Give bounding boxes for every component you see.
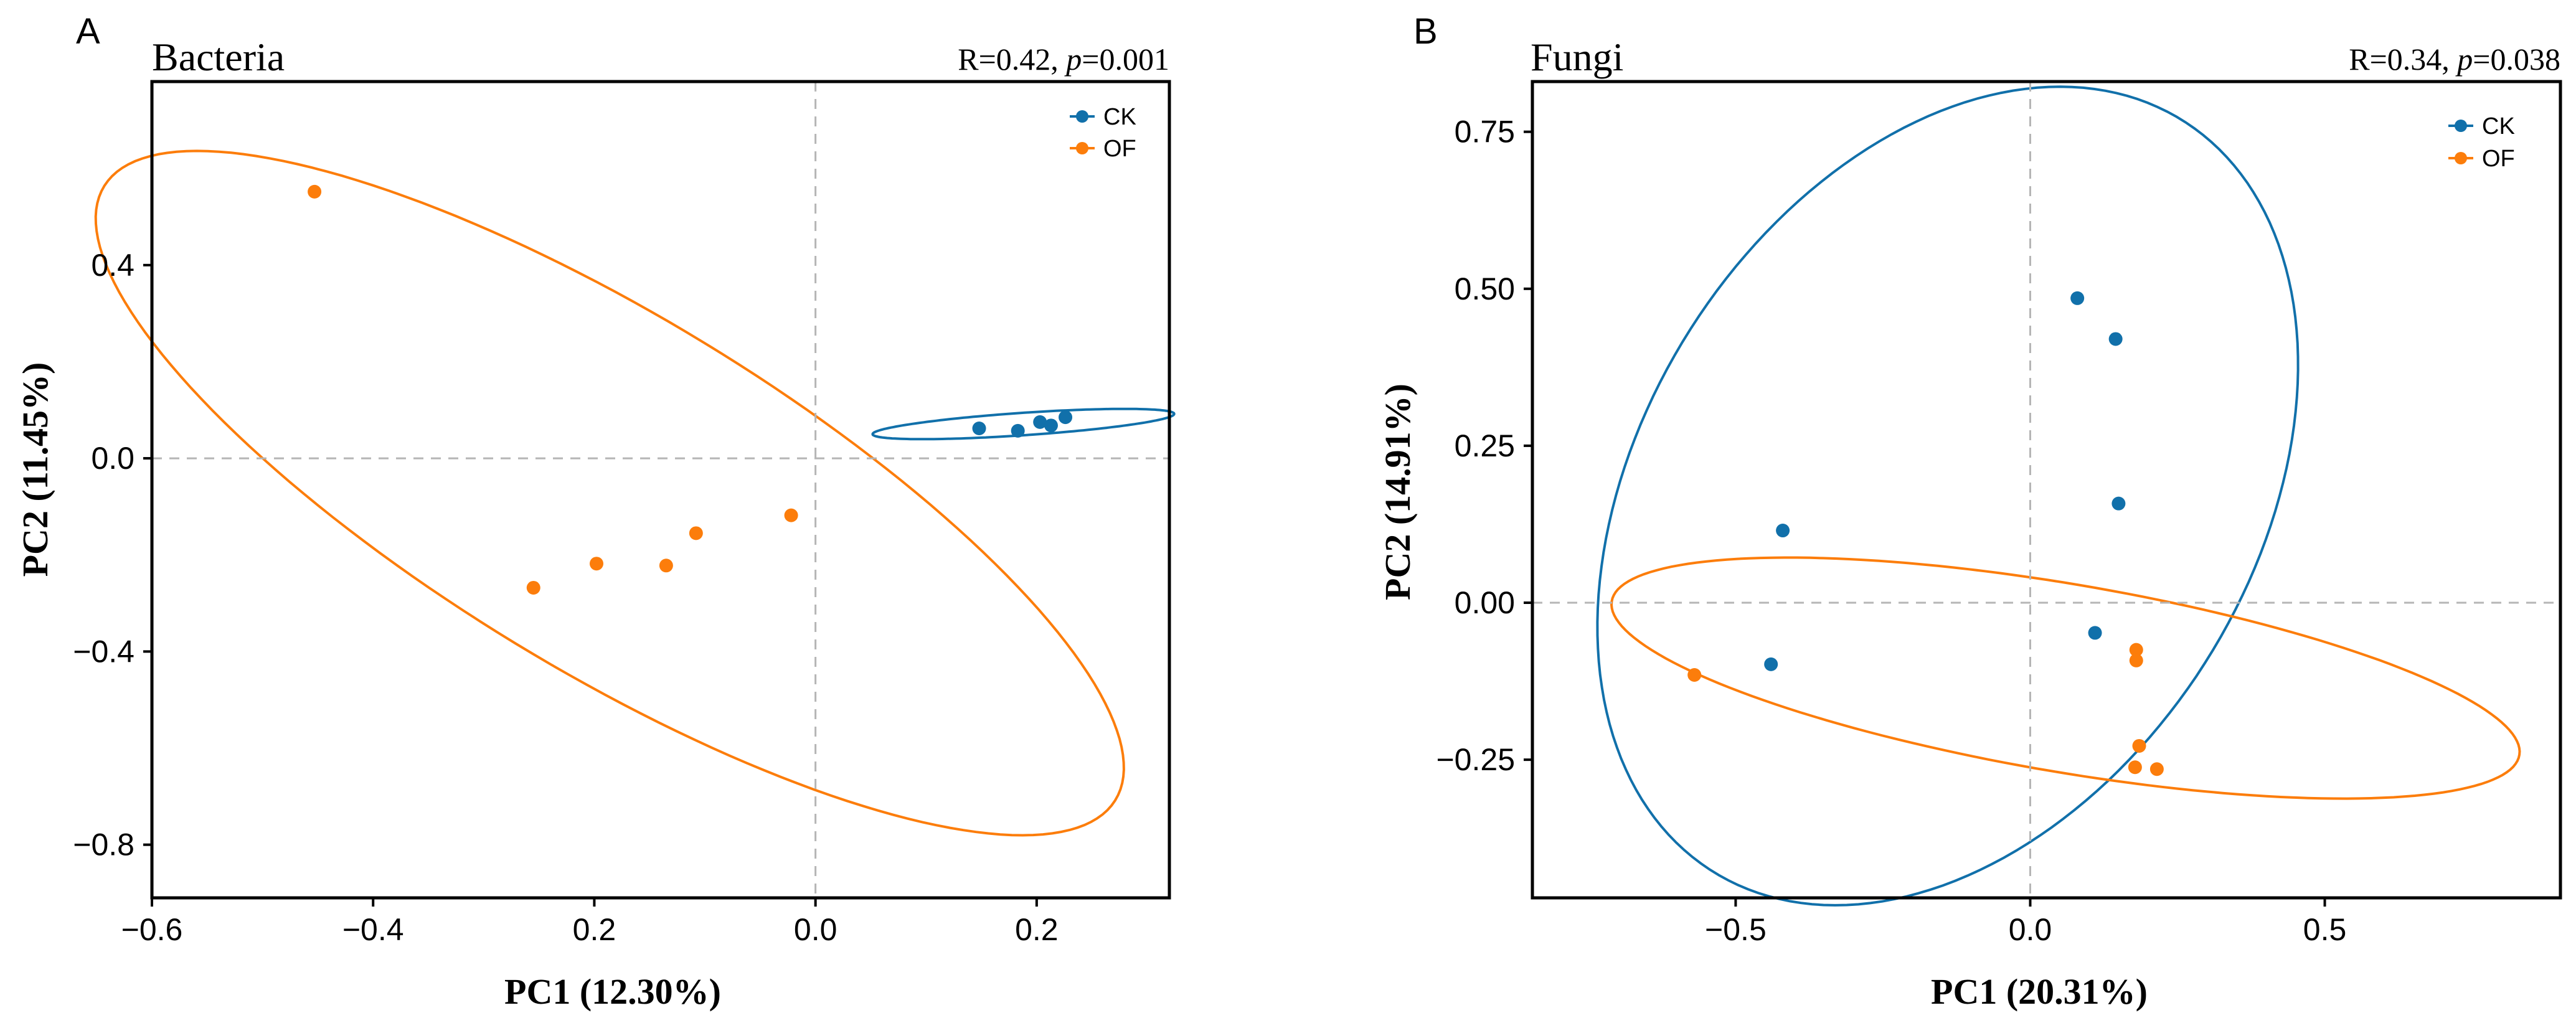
panel-a-stat-p-label: p: [1064, 42, 1082, 77]
point-ck: [2108, 332, 2123, 346]
x-tick-label: 0.5: [2303, 912, 2347, 947]
x-tick-label: −0.4: [342, 912, 404, 947]
panel-b-stat-p-value: =0.038: [2473, 42, 2560, 77]
y-tick-label: 0.75: [1455, 115, 1515, 149]
point-of: [689, 526, 703, 540]
point-ck: [1033, 415, 1047, 429]
legend-of-label: OF: [1103, 136, 1136, 162]
point-ck: [2088, 626, 2102, 640]
panel-b-stat: R=0.34, p=0.038: [2349, 42, 2560, 77]
x-tick-label: 0.0: [2009, 912, 2052, 947]
panel-a-stat-r: R=0.42,: [958, 42, 1066, 77]
point-ck: [1059, 410, 1073, 425]
panel-a-stat-p-value: =0.001: [1082, 42, 1169, 77]
panel-b-ellipses: [1596, 85, 2521, 907]
y-tick-label: −0.4: [73, 634, 134, 669]
panel-b-stat-r: R=0.34,: [2349, 42, 2457, 77]
point-of: [308, 184, 322, 199]
panel-a-legend: CK OF: [1070, 104, 1136, 162]
point-ck: [1764, 657, 1778, 671]
point-of: [1687, 667, 1702, 682]
y-tick-label: −0.25: [1436, 742, 1515, 777]
panel-b-y-axis: 0.75 0.50 0.25 0.00 −0.25: [1436, 115, 1532, 777]
panel-b-reference-lines: [1532, 82, 2560, 898]
y-tick-label: 0.00: [1455, 585, 1515, 620]
point-ck: [972, 421, 986, 435]
x-tick-label: 0.2: [573, 912, 616, 947]
point-ck: [2111, 496, 2126, 511]
legend-ck-marker: [2455, 120, 2467, 132]
x-tick-label: 0.0: [794, 912, 837, 947]
panel-b-label: B: [1413, 11, 1438, 52]
panel-b-title: Fungi: [1531, 35, 1623, 79]
point-of: [2149, 762, 2164, 776]
panel-a-plot-frame: [150, 80, 1171, 900]
panel-a-y-label: PC2 (11.45%): [15, 362, 55, 577]
panel-a-label: A: [76, 11, 100, 52]
legend-ck-marker: [1076, 110, 1088, 123]
panel-b-y-label: PC2 (14.91%): [1377, 384, 1418, 600]
panel-b-stat-p-label: p: [2455, 42, 2473, 77]
point-of: [589, 557, 603, 571]
point-of: [2132, 738, 2146, 753]
x-tick-label: −0.6: [121, 912, 183, 947]
panel-a-ellipses: [94, 149, 1176, 837]
y-tick-label: 0.25: [1455, 428, 1515, 463]
point-of: [659, 559, 673, 573]
y-tick-label: −0.8: [73, 827, 134, 862]
ellipse-of: [94, 149, 1125, 837]
legend-ck-label: CK: [2482, 113, 2515, 139]
y-tick-label: 0.4: [91, 248, 134, 283]
point-ck: [1044, 418, 1058, 433]
panel-a-x-label: PC1 (12.30%): [504, 971, 721, 1012]
panel-b-plot-frame: [1531, 80, 2562, 900]
panel-b-x-axis: −0.5 0.0 0.5: [1705, 898, 2346, 947]
ellipse-ck: [1596, 85, 2300, 907]
legend-of-marker: [2455, 152, 2467, 164]
x-tick-label: −0.5: [1705, 912, 1767, 947]
panel-b-points: [1687, 291, 2164, 776]
legend-ck-label: CK: [1103, 104, 1136, 130]
point-of: [784, 508, 798, 522]
point-ck: [1011, 423, 1025, 438]
point-of: [2128, 760, 2142, 775]
panel-b-x-label: PC1 (20.31%): [1931, 971, 2148, 1012]
legend-of-label: OF: [2482, 146, 2515, 172]
point-ck: [1776, 524, 1790, 538]
panel-a-points: [308, 184, 1073, 595]
panel-a-x-axis: −0.6 −0.4 0.2 0.0 0.2: [121, 898, 1059, 947]
point-of: [526, 580, 540, 595]
panel-a-y-axis: 0.4 0.0 −0.4 −0.8: [73, 248, 152, 862]
y-tick-label: 0.0: [91, 441, 134, 476]
y-tick-label: 0.50: [1455, 271, 1515, 306]
panel-a-reference-lines: [152, 82, 1169, 898]
panel-b-legend: CK OF: [2448, 113, 2515, 172]
point-ck: [2070, 291, 2085, 305]
ellipse-ck: [871, 407, 1176, 441]
point-of: [2129, 643, 2143, 657]
x-tick-label: 0.2: [1015, 912, 1059, 947]
ellipse-of: [1610, 556, 2521, 800]
legend-of-marker: [1076, 142, 1088, 154]
panel-a-stat: R=0.42, p=0.001: [958, 42, 1169, 77]
panel-a-bacteria: A Bacteria R=0.42, p=0.001 −0.6 −0.4 0.2 0.…: [15, 11, 1176, 1012]
panel-a-title: Bacteria: [152, 35, 285, 79]
point-of: [2129, 653, 2143, 667]
panel-b-fungi: B Fungi R=0.34, p=0.038 −0.5 0.0 0.5 0.750…: [1377, 11, 2562, 1012]
